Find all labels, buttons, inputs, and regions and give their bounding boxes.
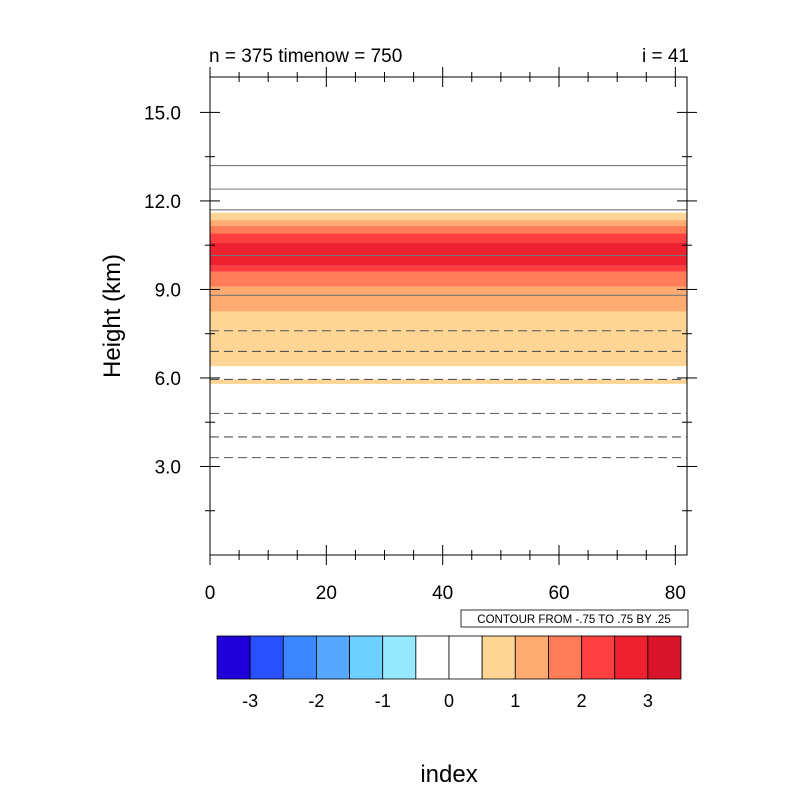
filled-contour-bands [210,212,687,384]
x-tick-label: 40 [432,583,453,604]
x-tick-labels: 0 20 40 60 80 [205,583,686,604]
colorbar-swatch [647,635,682,680]
x-tick-label: 20 [316,583,337,604]
colorbar-label: -3 [242,691,258,711]
contour-band [210,265,687,272]
y-tick-label: 6.0 [155,369,181,390]
colorbar-swatch [249,635,284,680]
colorbar-swatch [316,635,350,680]
contour-band [210,286,687,312]
x-tick-label: 60 [548,583,569,604]
y-tick-labels: 3.0 6.0 9.0 12.0 15.0 [144,103,181,478]
colorbar-swatch [382,635,417,680]
y-tick-label: 15.0 [144,103,181,124]
colorbar-swatch [415,635,450,680]
left-title: n = 375 timenow = 750 [209,46,402,67]
x-axis-label: index [420,761,477,788]
y-tick-label: 9.0 [155,280,181,301]
contour-info-box: CONTOUR FROM -.75 TO .75 BY .25 [460,609,689,628]
y-tick-label: 12.0 [144,192,181,213]
contour-lines [210,164,687,459]
colorbar-swatch [349,635,384,680]
colorbar-swatch [514,635,549,680]
colorbar-swatch [448,635,483,680]
right-title: i = 41 [642,46,689,67]
colorbar-labels: -3 -2 -1 0 1 2 3 [242,691,653,711]
y-axis-label: Height (km) [99,254,126,378]
colorbar-label: 1 [510,691,520,711]
contour-band [210,311,687,367]
contour-band [210,271,687,287]
colorbar-label: -2 [308,691,324,711]
contour-band [210,379,687,384]
colorbar-swatch [581,635,616,680]
colorbar-label: 2 [577,691,587,711]
contour-band [210,242,687,266]
contour-band [210,220,687,227]
contour-band [210,226,687,234]
colorbar-swatch [548,635,582,680]
colorbar-swatch [481,635,516,680]
colorbar-swatch [614,635,649,680]
contour-band [210,212,687,221]
colorbar-label: 3 [643,691,653,711]
colorbar-swatch [216,635,251,680]
x-tick-label: 80 [665,583,686,604]
colorbar-label: 0 [444,691,454,711]
contour-info-text: CONTOUR FROM -.75 TO .75 BY .25 [477,614,670,626]
y-tick-label: 3.0 [155,457,181,478]
plot-frame [209,76,688,556]
colorbar-label: -1 [375,691,391,711]
colorbar-swatch [282,635,317,680]
colorbar [216,635,682,680]
contour-band [210,233,687,243]
x-tick-label: 0 [205,583,216,604]
